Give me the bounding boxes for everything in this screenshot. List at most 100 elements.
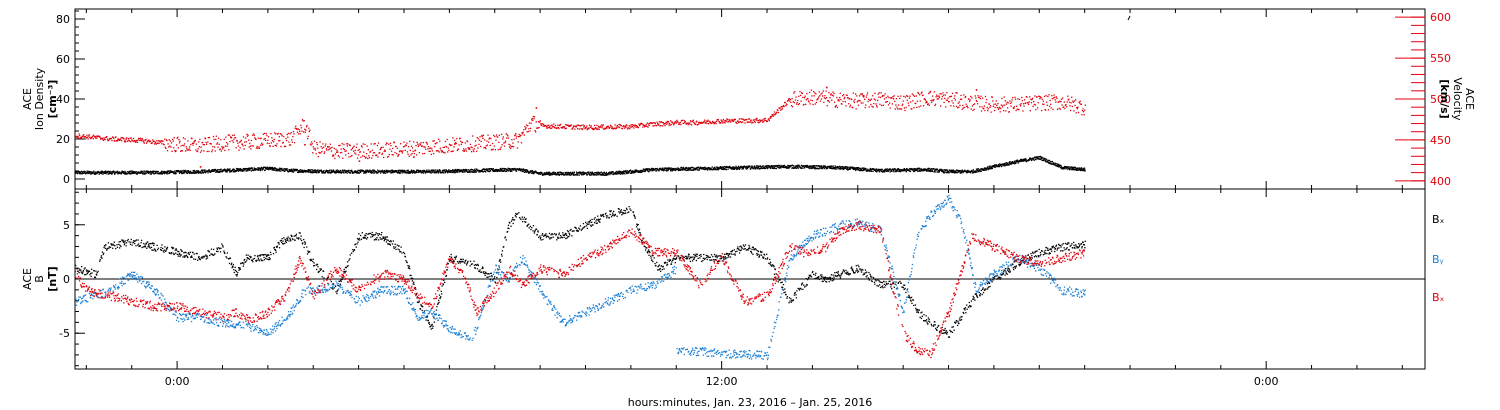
top-series-1-point (929, 91, 931, 94)
top-series-1-point (755, 118, 757, 120)
top-series-0-point (582, 173, 584, 175)
top-series-1-point (523, 129, 525, 131)
top-series-1-point (683, 119, 685, 122)
top-series-1-point (334, 157, 336, 160)
top-series-0-point (250, 170, 252, 172)
top-series-0-point (978, 171, 980, 173)
top-series-0-point (569, 174, 571, 176)
top-series-0-point (732, 166, 734, 168)
top-left-tick-label: 40 (56, 93, 70, 106)
top-series-0-point (1017, 162, 1019, 164)
top-series-1-point (663, 122, 666, 125)
top-series-1-point (529, 127, 532, 130)
top-series-0-point (943, 169, 945, 171)
top-series-1-point (735, 121, 737, 123)
top-series-0-point (182, 169, 184, 172)
top-series-0-point (220, 168, 222, 170)
top-series-1-point (402, 146, 405, 148)
top-series-0-point (177, 169, 180, 172)
top-series-0-point (493, 170, 495, 172)
top-series-1-point (850, 98, 853, 101)
top-series-1-point (641, 123, 643, 125)
top-series-1-point (862, 102, 864, 104)
top-series-1-point (506, 134, 508, 136)
top-series-0-point (445, 170, 447, 173)
top-series-0-point (817, 167, 819, 170)
top-series-1-point (106, 135, 108, 138)
top-series-1-point (601, 125, 604, 127)
top-series-1-point (629, 126, 632, 128)
top-series-1-point (389, 148, 391, 150)
top-series-0-point (663, 169, 665, 171)
top-series-1-point (1010, 101, 1013, 103)
top-series-0-point (700, 166, 702, 169)
top-series-1-point (1001, 106, 1004, 108)
top-series-1-point (547, 126, 549, 129)
top-series-1-point (630, 124, 632, 126)
top-series-1-point (177, 147, 179, 149)
top-series-0-point (143, 170, 145, 172)
top-series-1-point (262, 133, 265, 135)
top-series-0-point (879, 168, 881, 171)
top-series-1-point (503, 145, 506, 147)
top-series-0-point (233, 169, 236, 171)
top-series-0-point (989, 165, 991, 167)
top-series-1-point (473, 150, 475, 153)
top-series-1-point (796, 101, 798, 104)
top-series-0-point (742, 168, 744, 170)
top-series-0-point (842, 166, 845, 168)
top-series-0-point (385, 170, 387, 173)
top-series-1-point (912, 100, 914, 102)
top-series-1-point (332, 154, 334, 156)
top-series-0-point (415, 171, 417, 173)
top-series-0-point (889, 171, 891, 173)
top-series-1-point (306, 137, 309, 140)
top-series-1-point (829, 97, 831, 99)
top-series-1-point (356, 143, 358, 145)
top-series-1-point (776, 111, 778, 113)
top-series-0-point (1084, 170, 1086, 172)
top-series-1-point (369, 150, 372, 153)
top-series-1-point (145, 138, 147, 141)
top-series-1-point (449, 144, 452, 147)
top-series-1-point (1040, 109, 1043, 112)
top-series-0-point (383, 169, 386, 172)
top-series-0-point (731, 168, 733, 170)
top-series-1-point (397, 155, 399, 157)
top-series-1-point (403, 141, 405, 143)
top-series-1-point (790, 105, 793, 107)
top-series-0-point (188, 170, 190, 173)
top-series-1-point (397, 154, 400, 156)
top-series-1-point (899, 108, 902, 110)
top-series-0-point (427, 171, 430, 173)
top-series-1-point (621, 127, 624, 130)
top-series-1-point (453, 139, 456, 142)
top-series-1-point (946, 99, 949, 101)
top-series-1-point (447, 147, 449, 149)
top-series-1-point (384, 150, 387, 152)
top-series-1-point (722, 120, 724, 122)
top-series-1-point (154, 141, 156, 143)
top-series-0-point (751, 165, 753, 167)
top-series-1-point (466, 140, 468, 142)
top-series-0-point (673, 169, 675, 171)
top-series-0-point (525, 169, 527, 171)
top-series-1-point (877, 99, 879, 102)
top-series-0-point (1016, 159, 1019, 161)
top-series-1-point (280, 133, 283, 136)
top-series-0-point (951, 171, 954, 174)
top-series-0-point (120, 173, 123, 175)
top-series-0-point (626, 169, 628, 172)
top-series-0-point (399, 172, 401, 174)
top-series-0-point (330, 172, 332, 174)
top-series-0-point (741, 166, 744, 168)
top-series-0-point (702, 168, 704, 170)
top-series-0-point (537, 173, 540, 175)
top-series-1-point (140, 139, 142, 141)
top-series-0-point (738, 168, 741, 171)
top-series-0-point (588, 171, 590, 173)
top-series-0-point (812, 165, 814, 167)
top-series-0-point (755, 165, 758, 167)
top-series-0-point (242, 168, 245, 170)
top-series-1-point (132, 137, 135, 140)
